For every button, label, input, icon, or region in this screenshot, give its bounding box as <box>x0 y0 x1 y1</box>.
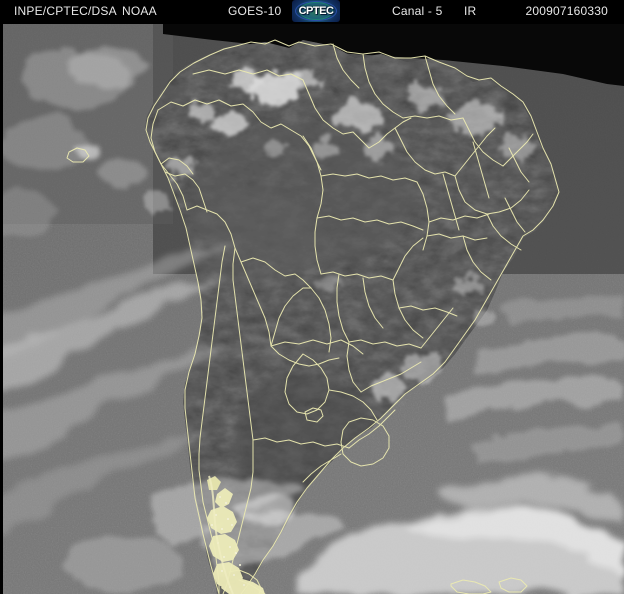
convective-cells <box>139 65 531 396</box>
frontal-cloud-bands <box>3 238 251 534</box>
northwest-clouds <box>3 44 148 240</box>
channel-label: Canal - 5 <box>392 4 443 18</box>
coastline-and-borders <box>66 39 560 594</box>
header-bar: INPE/CPTEC/DSA NOAA GOES-10 CPTEC Canal … <box>0 0 624 24</box>
cptec-logo-icon: CPTEC <box>292 0 340 22</box>
satellite-image <box>3 24 624 594</box>
operator-label: NOAA <box>122 4 157 18</box>
atlantic-cloud-streaks <box>443 295 624 466</box>
nodata-region <box>163 24 624 86</box>
agency-label: INPE/CPTEC/DSA <box>14 4 117 18</box>
southern-frontal-system <box>303 478 624 594</box>
logo-text: CPTEC <box>298 5 334 17</box>
timestamp-label: 200907160330 <box>525 4 608 18</box>
satellite-label: GOES-10 <box>228 4 282 18</box>
band-label: IR <box>464 4 477 18</box>
chile-coast-highlight <box>208 475 234 594</box>
image-frame <box>0 24 624 594</box>
logo-inner-ring <box>299 2 333 20</box>
logo-outer-ring <box>295 1 337 21</box>
